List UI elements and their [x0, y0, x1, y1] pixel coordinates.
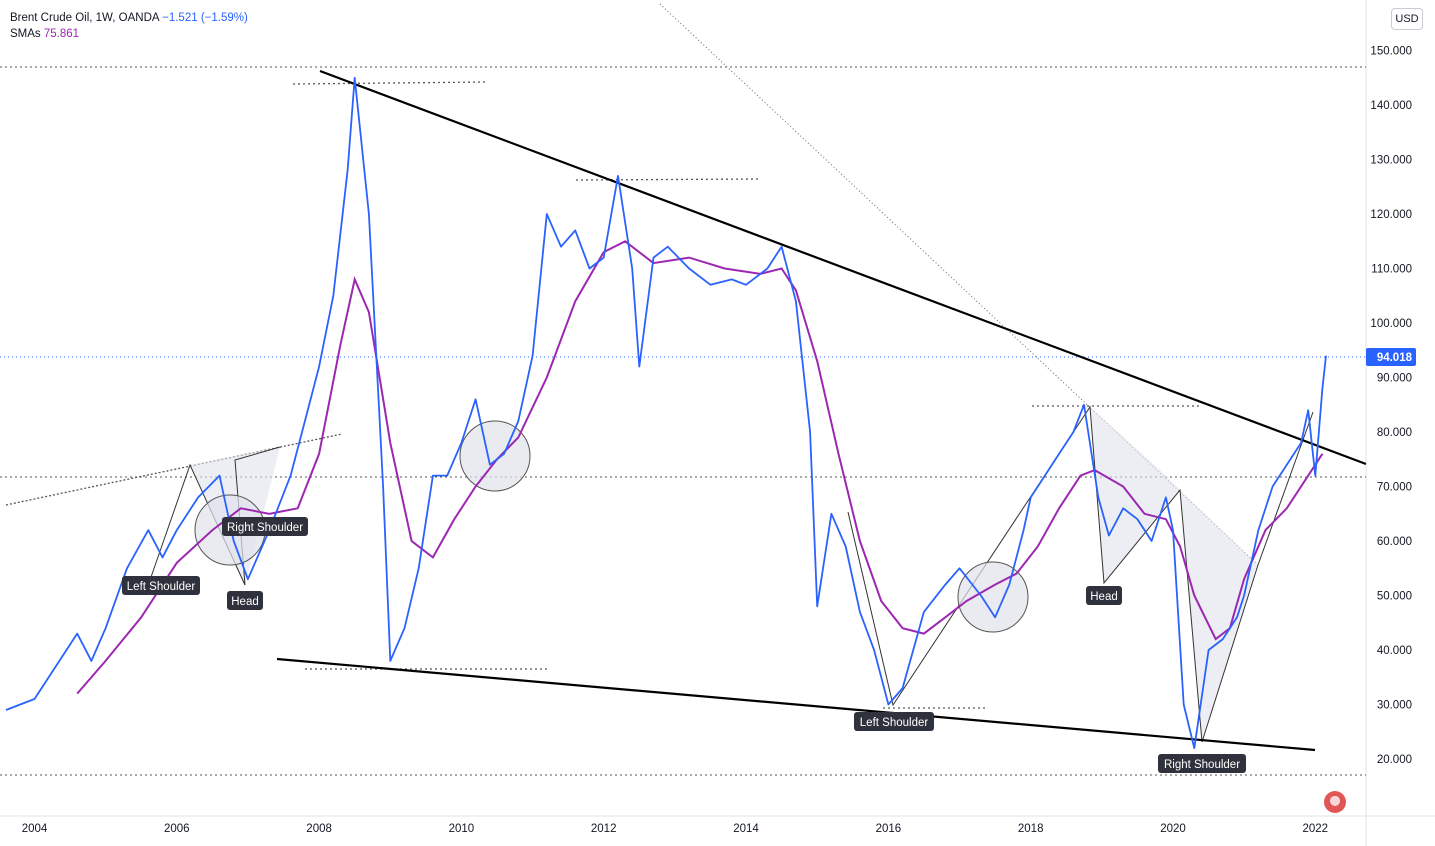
descending-resistance-trendline[interactable] — [319, 69, 1367, 466]
svg-text:Left Shoulder: Left Shoulder — [860, 717, 929, 729]
y-tick-label: 50.000 — [1377, 591, 1412, 603]
y-tick-label: 90.000 — [1377, 373, 1412, 385]
y-tick-label: 80.000 — [1377, 427, 1412, 439]
y-tick-label: 20.000 — [1377, 754, 1412, 766]
x-tick-label: 2022 — [1303, 823, 1329, 835]
highlight-circle-2010[interactable] — [459, 420, 531, 492]
label-right-shoulder-2020[interactable]: Right Shoulder — [1158, 754, 1246, 773]
price-line[interactable] — [5, 76, 1327, 749]
y-tick-label: 140.000 — [1370, 100, 1412, 112]
sma-indicator-label[interactable]: SMAs — [10, 28, 41, 40]
plot-area[interactable] — [0, 0, 1366, 816]
y-tick-label: 110.000 — [1371, 264, 1412, 276]
currency-button[interactable]: USD — [1391, 8, 1423, 30]
svg-text:Head: Head — [1090, 591, 1118, 603]
y-tick-label: 100.000 — [1370, 318, 1412, 330]
x-tick-label: 2006 — [164, 823, 190, 835]
y-tick-label: 70.000 — [1377, 482, 1412, 494]
y-tick-label: 40.000 — [1377, 645, 1412, 657]
symbol-title[interactable]: Brent Crude Oil, 1W, OANDA — [10, 12, 159, 24]
x-tick-label: 2004 — [22, 823, 48, 835]
y-tick-label: 60.000 — [1377, 536, 1412, 548]
label-left-shoulder-2006[interactable]: Left Shoulder — [122, 576, 200, 595]
svg-text:Left Shoulder: Left Shoulder — [127, 581, 196, 593]
price-axis[interactable]: 150.000 140.000 130.000 120.000 110.000 100.0… — [1370, 46, 1412, 767]
x-tick-label: 2020 — [1160, 823, 1186, 835]
inverse-hs-pattern-outline[interactable] — [847, 405, 1314, 743]
x-tick-label: 2018 — [1018, 823, 1044, 835]
pattern-fill-2020[interactable] — [1180, 490, 1258, 742]
y-tick-label: 120.000 — [1370, 209, 1412, 221]
x-tick-label: 2016 — [876, 823, 902, 835]
sma-indicator-value: 75.861 — [43, 28, 80, 40]
x-tick-label: 2012 — [591, 823, 617, 835]
svg-text:Right Shoulder: Right Shoulder — [227, 522, 303, 534]
descending-support-trendline[interactable] — [276, 657, 1316, 752]
us-flag-icon[interactable] — [1324, 791, 1346, 813]
svg-text:Right Shoulder: Right Shoulder — [1164, 759, 1240, 771]
x-tick-label: 2014 — [733, 823, 759, 835]
sma-line[interactable] — [76, 240, 1324, 695]
time-axis[interactable]: 2004 2006 2008 2010 2012 2014 2016 2018 2020 2022 — [22, 823, 1328, 835]
price-change: −1.521 (−1.59%) — [162, 12, 248, 24]
x-tick-label: 2010 — [449, 823, 475, 835]
y-tick-label: 130.000 — [1370, 155, 1412, 167]
pattern-fill-2018[interactable] — [1090, 407, 1180, 583]
label-left-shoulder-2016[interactable]: Left Shoulder — [854, 712, 934, 731]
dotted-neckline-2006[interactable] — [5, 433, 343, 506]
pattern-labels: Left Shoulder Head Right Shoulder Left S… — [122, 517, 1246, 773]
label-head-2018[interactable]: Head — [1086, 586, 1122, 605]
svg-text:94.018: 94.018 — [1377, 352, 1413, 364]
label-head-2006[interactable]: Head — [227, 591, 263, 610]
hs-pattern-outline-2006[interactable] — [149, 446, 281, 586]
y-tick-label: 30.000 — [1377, 700, 1412, 712]
x-tick-label: 2008 — [306, 823, 332, 835]
y-tick-label: 150.000 — [1370, 46, 1412, 58]
label-right-shoulder-2006[interactable]: Right Shoulder — [222, 517, 308, 536]
svg-text:Head: Head — [231, 596, 259, 608]
last-price-badge: 94.018 — [1366, 348, 1416, 366]
chart-legend: Brent Crude Oil, 1W, OANDA −1.521 (−1.59… — [10, 10, 248, 42]
